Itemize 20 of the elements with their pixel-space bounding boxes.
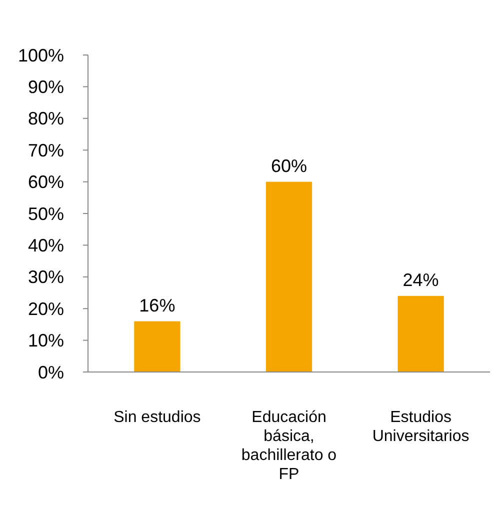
y-tick-label: 60%	[28, 172, 64, 192]
bar	[266, 182, 312, 372]
x-tick-label: Educación básica, bachillerato o FP	[241, 409, 337, 483]
y-tick-label: 100%	[18, 45, 64, 66]
y-tick-label: 30%	[28, 267, 64, 288]
y-tick-label: 0%	[38, 362, 64, 382]
x-tick-label: Sin estudios	[114, 409, 201, 426]
y-tick-label: 50%	[28, 204, 64, 224]
y-tick-label: 90%	[28, 77, 64, 97]
y-tick-label: 10%	[28, 330, 64, 351]
data-label: 60%	[270, 156, 308, 176]
bar	[398, 296, 444, 372]
y-tick-label: 40%	[28, 236, 64, 256]
bar	[134, 321, 180, 372]
y-tick-label: 80%	[28, 108, 64, 129]
data-label: 16%	[139, 295, 176, 316]
x-tick-label: Estudios Universitarios	[372, 409, 470, 445]
y-tick-label: 20%	[28, 298, 64, 319]
data-label: 24%	[402, 270, 439, 290]
y-tick-label: 70%	[28, 140, 64, 160]
